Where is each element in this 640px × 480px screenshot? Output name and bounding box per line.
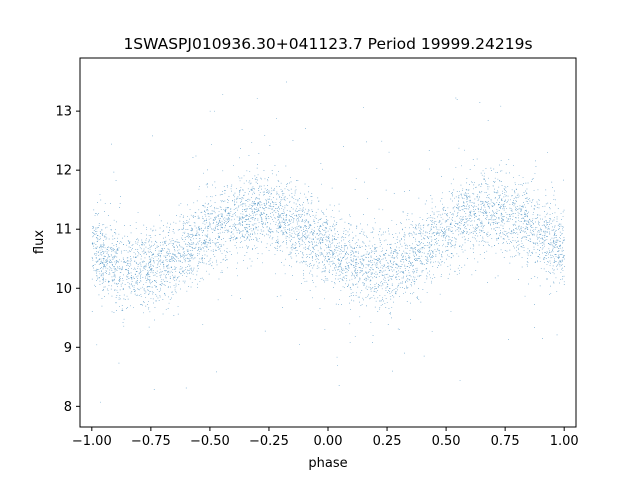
x-tick-label: −0.50 — [190, 434, 230, 449]
plot-frame — [79, 57, 577, 428]
chart-title: 1SWASPJ010936.30+041123.7 Period 19999.2… — [123, 35, 532, 53]
x-axis-label: phase — [308, 456, 347, 471]
x-tick-label: 0.75 — [491, 434, 520, 449]
y-tick-label: 13 — [55, 105, 72, 120]
y-tick-label: 10 — [55, 282, 72, 297]
y-axis-label: flux — [32, 230, 47, 254]
y-axis-ticks: 8 9 10 11 12 13 — [55, 105, 80, 415]
y-tick-label: 12 — [55, 164, 72, 179]
y-tick-label: 11 — [55, 223, 72, 238]
x-tick-label: 0.25 — [373, 434, 402, 449]
x-tick-label: 0.00 — [314, 434, 343, 449]
flux-points — [91, 81, 565, 403]
data-points — [91, 81, 565, 403]
x-tick-label: 0.50 — [432, 434, 461, 449]
x-axis-ticks: −1.00 −0.75 −0.50 −0.25 0.00 0.25 0.50 0.75 1.00 — [72, 427, 579, 449]
x-tick-label: −0.75 — [131, 434, 171, 449]
x-tick-label: −0.25 — [249, 434, 289, 449]
x-tick-label: −1.00 — [72, 434, 112, 449]
y-tick-label: 8 — [64, 400, 72, 415]
y-tick-label: 9 — [64, 341, 72, 356]
x-tick-label: 1.00 — [550, 434, 579, 449]
